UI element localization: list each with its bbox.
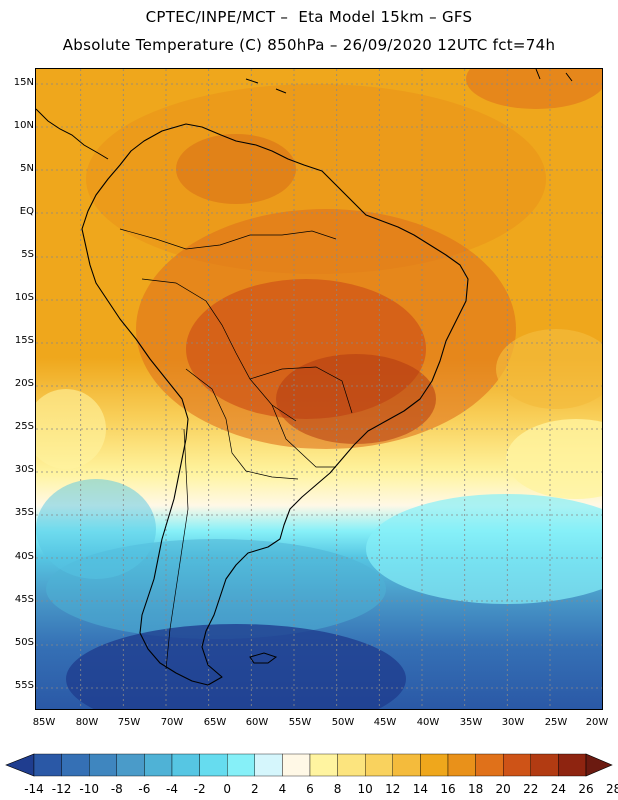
lat-label: 30S [14, 464, 34, 475]
lon-label: 35W [459, 717, 483, 728]
colorbar-label: 6 [306, 782, 314, 796]
colorbar-label: 20 [495, 782, 511, 796]
colorbar-swatch [33, 753, 62, 777]
map-panel [35, 68, 603, 710]
lat-label: 5N [20, 163, 34, 174]
lat-label: 20S [14, 378, 34, 389]
colorbar-swatch [144, 753, 173, 777]
colorbar-swatch [61, 753, 90, 777]
lon-label: 60W [245, 717, 269, 728]
colorbar-swatch [309, 753, 338, 777]
colorbar-swatch [199, 753, 228, 777]
colorbar-swatch [88, 753, 117, 777]
colorbar-swatch [447, 753, 476, 777]
colorbar-label: 18 [467, 782, 484, 796]
lon-label: 85W [32, 717, 56, 728]
graticule [36, 69, 602, 709]
colorbar-label: -14 [24, 782, 44, 796]
colorbar [5, 753, 613, 777]
temperature-map [36, 69, 602, 709]
colorbar-swatch [530, 753, 559, 777]
colorbar-swatch [337, 753, 366, 777]
colorbar-label: 14 [412, 782, 429, 796]
colorbar-arrow-high [585, 753, 613, 777]
colorbar-swatch [171, 753, 200, 777]
colorbar-label: 26 [578, 782, 594, 796]
lon-label: 30W [501, 717, 525, 728]
chart-title-line1: CPTEC/INPE/MCT – Eta Model 15km – GFS [145, 8, 473, 26]
lat-label: 15S [14, 335, 34, 346]
lon-label: 45W [373, 717, 397, 728]
colorbar-label: -6 [138, 782, 151, 796]
central-america-coastline [36, 108, 109, 160]
colorbar-swatch [116, 753, 145, 777]
lat-label: 15N [13, 77, 34, 88]
colorbar-label: 10 [357, 782, 373, 796]
lon-label: 20W [585, 717, 609, 728]
lat-label: EQ [19, 206, 34, 217]
lat-label: 10N [13, 120, 34, 131]
colorbar-label: -2 [193, 782, 206, 796]
colorbar-swatch [503, 753, 532, 777]
lon-label: 55W [288, 717, 312, 728]
colorbar-label: 24 [550, 782, 567, 796]
colorbar-swatch [365, 753, 394, 777]
colorbar-swatch [254, 753, 283, 777]
colorbar-swatch [558, 753, 587, 777]
colorbar-label: 8 [333, 782, 342, 796]
country-borders [119, 228, 353, 670]
colorbar-swatch [226, 753, 255, 777]
chart-title-line2: Absolute Temperature (C) 850hPa – 26/09/… [62, 36, 556, 54]
colorbar-label: 28 [605, 782, 618, 796]
colorbar-label: -10 [79, 782, 99, 796]
colorbar-swatch [392, 753, 421, 777]
caribbean-islands [245, 69, 573, 94]
colorbar-label: 0 [223, 782, 231, 796]
colorbar-arrow-low [5, 753, 35, 777]
lon-label: 65W [203, 717, 227, 728]
lon-label: 70W [160, 717, 184, 728]
colorbar-swatch [282, 753, 311, 777]
colorbar-label: 22 [523, 782, 539, 796]
lon-label: 25W [544, 717, 568, 728]
lat-label: 40S [14, 551, 34, 562]
south-america-coastline [81, 123, 469, 686]
colorbar-label: 2 [250, 782, 259, 796]
lat-label: 35S [14, 507, 34, 518]
colorbar-label: 12 [385, 782, 401, 796]
lon-label: 80W [75, 717, 99, 728]
lat-label: 25S [14, 421, 34, 432]
lat-label: 10S [14, 292, 34, 303]
colorbar-label: 4 [278, 782, 287, 796]
lon-label: 75W [117, 717, 141, 728]
falkland-islands [249, 652, 278, 664]
lat-label: 55S [14, 680, 34, 691]
colorbar-swatch [475, 753, 504, 777]
lat-label: 45S [14, 594, 34, 605]
colorbar-label: 16 [440, 782, 456, 796]
temperature-shading [36, 69, 602, 709]
colorbar-swatch [420, 753, 449, 777]
colorbar-label: -12 [51, 782, 72, 796]
colorbar-label: -8 [110, 782, 123, 796]
lon-label: 40W [416, 717, 440, 728]
lon-label: 50W [331, 717, 355, 728]
lat-label: 5S [21, 249, 34, 260]
lat-label: 50S [14, 637, 34, 648]
colorbar-label: -4 [166, 782, 178, 796]
